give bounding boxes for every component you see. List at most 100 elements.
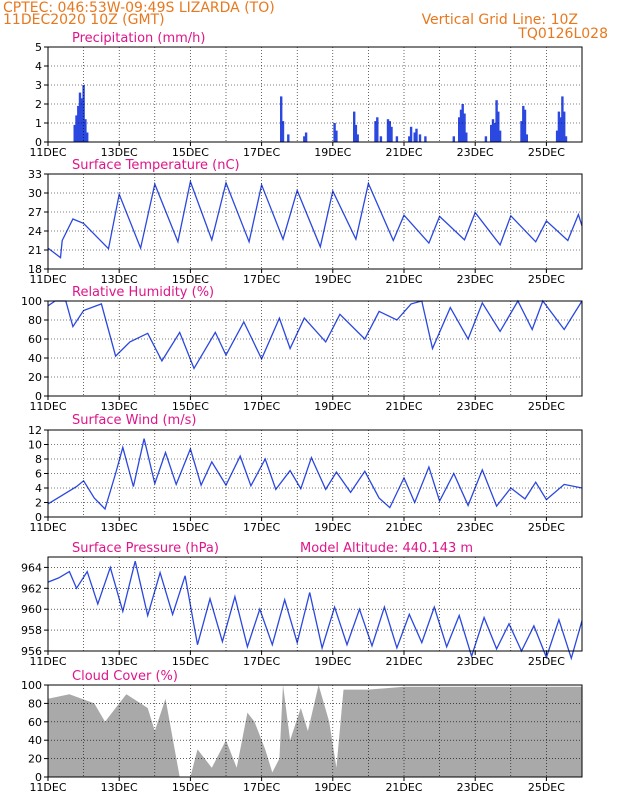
precipitation-bar bbox=[520, 121, 523, 142]
cloud-cover-y-tick-label: 60 bbox=[28, 716, 42, 729]
precipitation-y-tick-label: 5 bbox=[35, 41, 42, 54]
temperature-y-tick-label: 30 bbox=[28, 187, 42, 200]
temperature-x-tick-label: 21DEC bbox=[385, 273, 422, 286]
precipitation-bar bbox=[465, 132, 468, 142]
cloud-cover-x-tick-label: 11DEC bbox=[29, 781, 66, 794]
precipitation-y-tick-label: 4 bbox=[35, 60, 42, 73]
precipitation-bar bbox=[281, 121, 285, 142]
precipitation-x-tick-label: 13DEC bbox=[101, 146, 138, 159]
temperature-panel: 18 21 24 27 30 33 11DEC 13DEC 15DEC 17DEC 19DEC 21D… bbox=[28, 158, 583, 286]
cloud-cover-x-tick-label: 23DEC bbox=[457, 781, 494, 794]
precipitation-y-tick-label: 2 bbox=[35, 98, 42, 111]
precipitation-bar bbox=[559, 117, 562, 142]
precipitation-bar bbox=[463, 113, 466, 142]
wind-x-tick-label: 15DEC bbox=[172, 521, 209, 534]
wind-y-tick-label: 4 bbox=[35, 482, 42, 495]
cloud-cover-frame bbox=[47, 684, 583, 778]
precipitation-bar bbox=[424, 136, 427, 142]
temperature-y-tick-label: 33 bbox=[28, 168, 42, 181]
model-altitude-note: Model Altitude: 440.143 m bbox=[300, 541, 473, 556]
precipitation-bar bbox=[287, 134, 290, 142]
cloud-cover-panel: 0 20 40 60 80 100 11DEC 13DEC 15DEC 17DEC 19DEC 21D… bbox=[21, 669, 583, 794]
precipitation-bar bbox=[491, 119, 495, 142]
precipitation-bar bbox=[413, 132, 416, 142]
pressure-x-tick-label: 25DEC bbox=[528, 655, 565, 668]
cloud-cover-y-tick-label: 40 bbox=[28, 734, 42, 747]
temperature-x-tick-label: 23DEC bbox=[457, 273, 494, 286]
precipitation-title: Precipitation (mm/h) bbox=[72, 31, 205, 46]
humidity-y-tick-label: 40 bbox=[28, 352, 42, 365]
cloud-cover-x-tick-label: 13DEC bbox=[101, 781, 138, 794]
wind-y-tick-label: 12 bbox=[28, 424, 42, 437]
temperature-x-tick-label: 19DEC bbox=[314, 273, 351, 286]
humidity-y-tick-label: 0 bbox=[35, 390, 42, 403]
precipitation-x-tick-label: 15DEC bbox=[172, 146, 209, 159]
humidity-title: Relative Humidity (%) bbox=[72, 285, 214, 300]
humidity-plot: 0 20 40 60 80 100 11DEC 13DEC 15DEC 17DEC 19DEC 21D… bbox=[21, 295, 583, 413]
cloud-cover-title: Cloud Cover (%) bbox=[72, 669, 178, 684]
humidity-x-tick-label: 25DEC bbox=[528, 400, 565, 413]
precipitation-bar bbox=[564, 136, 568, 142]
cloud-cover-y-tick-label: 100 bbox=[21, 679, 42, 692]
precipitation-bar bbox=[303, 136, 306, 142]
wind-y-tick-label: 6 bbox=[35, 468, 42, 481]
precipitation-frame bbox=[47, 46, 583, 143]
temperature-frame bbox=[47, 173, 583, 270]
cloud-cover-x-tick-label: 25DEC bbox=[528, 781, 565, 794]
precipitation-bar bbox=[86, 132, 89, 142]
precipitation-panel: 0 1 2 3 4 5 11DEC 13DEC 15DEC 17DEC 19DEC 21DEC 23DE… bbox=[29, 31, 583, 159]
pressure-x-tick-label: 17DEC bbox=[243, 655, 280, 668]
wind-x-tick-label: 25DEC bbox=[528, 521, 565, 534]
pressure-y-tick-label: 956 bbox=[21, 645, 42, 658]
humidity-y-tick-label: 100 bbox=[21, 295, 42, 308]
precipitation-bar bbox=[561, 96, 564, 142]
precipitation-bar bbox=[280, 96, 283, 142]
precipitation-bar bbox=[395, 136, 399, 142]
wind-y-tick-label: 10 bbox=[28, 439, 42, 452]
precipitation-bar bbox=[354, 124, 358, 142]
humidity-x-tick-label: 23DEC bbox=[457, 400, 494, 413]
temperature-y-tick-label: 18 bbox=[28, 263, 42, 276]
precipitation-bar bbox=[356, 134, 359, 142]
wind-x-tick-label: 13DEC bbox=[101, 521, 138, 534]
precipitation-bar bbox=[495, 100, 498, 142]
humidity-y-tick-label: 80 bbox=[28, 314, 42, 327]
precipitation-bar bbox=[459, 109, 463, 142]
precipitation-bar bbox=[77, 105, 80, 142]
precipitation-y-tick-label: 3 bbox=[35, 79, 42, 92]
wind-x-tick-label: 23DEC bbox=[457, 521, 494, 534]
pressure-x-tick-label: 15DEC bbox=[172, 655, 209, 668]
precipitation-x-tick-label: 17DEC bbox=[243, 146, 280, 159]
precipitation-bar bbox=[555, 130, 559, 142]
precipitation-bar bbox=[388, 121, 391, 142]
pressure-x-tick-label: 23DEC bbox=[457, 655, 494, 668]
humidity-x-tick-label: 13DEC bbox=[101, 400, 138, 413]
precipitation-x-tick-label: 25DEC bbox=[528, 146, 565, 159]
precipitation-bar bbox=[522, 105, 525, 142]
precipitation-bar bbox=[557, 111, 561, 142]
precipitation-plot: 0 1 2 3 4 5 11DEC 13DEC 15DEC 17DEC 19DEC 21DEC 23DE… bbox=[29, 41, 583, 159]
humidity-panel: 0 20 40 60 80 100 11DEC 13DEC 15DEC 17DEC 19DEC 21D… bbox=[21, 285, 583, 413]
precipitation-x-tick-label: 21DEC bbox=[385, 146, 422, 159]
precipitation-x-tick-label: 11DEC bbox=[29, 146, 66, 159]
pressure-y-tick-label: 964 bbox=[21, 561, 42, 574]
precipitation-bar bbox=[452, 136, 455, 142]
precipitation-bar bbox=[376, 117, 379, 142]
temperature-y-tick-label: 21 bbox=[28, 244, 42, 257]
header-date-line: 11DEC2020 10Z (GMT) bbox=[3, 12, 165, 28]
precipitation-bar bbox=[497, 111, 500, 142]
humidity-x-tick-label: 17DEC bbox=[243, 400, 280, 413]
humidity-series-line bbox=[47, 299, 583, 370]
pressure-y-tick-label: 962 bbox=[21, 582, 42, 595]
precipitation-bar bbox=[418, 134, 422, 142]
cloud-cover-y-tick-label: 20 bbox=[28, 753, 42, 766]
header-source-line: CPTEC: 046:53W-09:49S LIZARDA (TO) bbox=[3, 0, 275, 16]
precipitation-x-tick-label: 19DEC bbox=[314, 146, 351, 159]
pressure-x-tick-label: 19DEC bbox=[314, 655, 351, 668]
precipitation-bar bbox=[304, 132, 308, 142]
wind-y-tick-label: 0 bbox=[35, 511, 42, 524]
temperature-x-tick-label: 15DEC bbox=[172, 273, 209, 286]
precipitation-bar bbox=[490, 124, 493, 142]
header-code: TQ0126L028 bbox=[517, 26, 608, 42]
